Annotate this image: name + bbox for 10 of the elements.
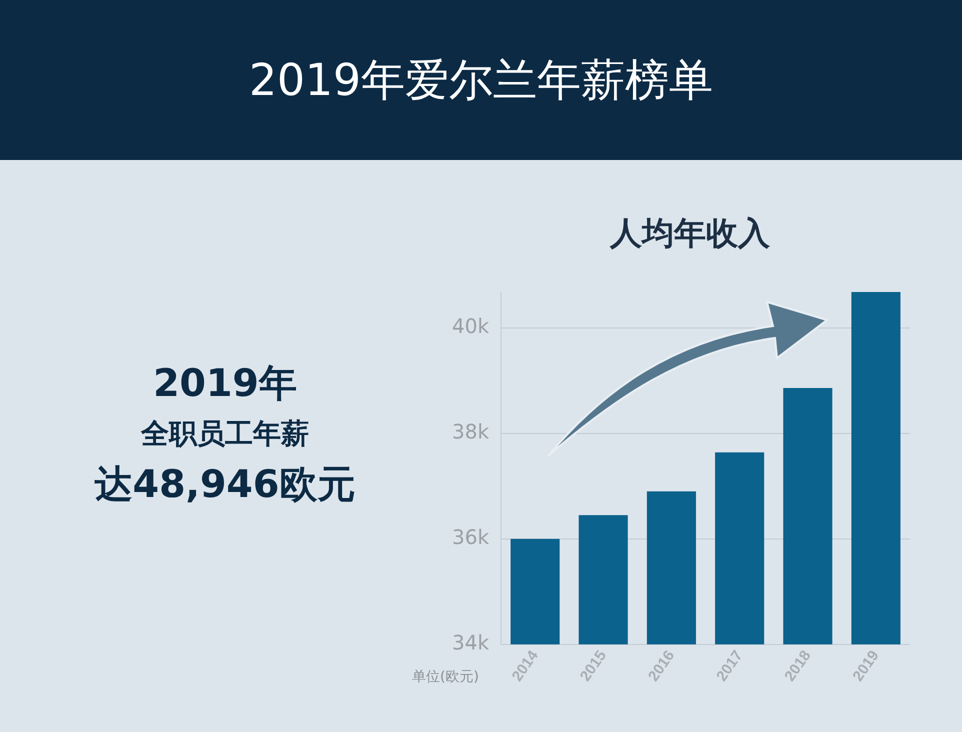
y-tick-label: 40k [452, 314, 490, 338]
text: 2019年 [152, 360, 298, 407]
y-tick-label: 36k [452, 525, 490, 550]
y-tick-label: 38k [452, 420, 490, 444]
chart-title: 2019年爱尔兰年薪榜单 [0, 0, 962, 160]
text: 全职员工年薪 [140, 416, 310, 452]
text: 达48,946欧元 [94, 461, 356, 508]
y-tick-label: 34k [452, 630, 490, 655]
y-axis-title: 单位(欧元) [412, 668, 479, 686]
chart-subtitle: 人均年收入 [608, 213, 771, 254]
